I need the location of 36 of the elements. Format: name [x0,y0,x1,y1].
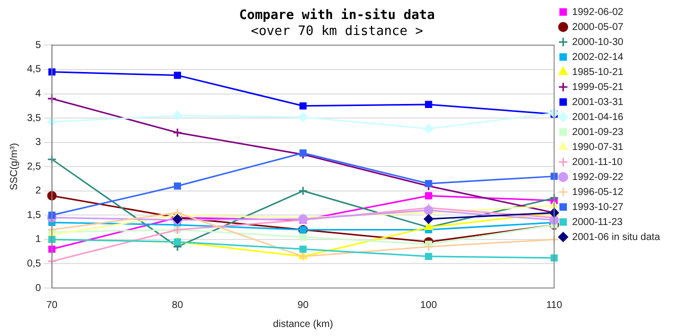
legend-label: 1999-05-21 [572,82,624,93]
legend-label: 2001-11-10 [572,156,624,168]
y-tick-label: 1 [35,234,42,246]
y-tick-label: 3,5 [26,112,42,124]
y-tick-label: 0 [35,282,42,294]
legend-label: 1990-07-31 [572,142,624,153]
x-tick-label: 100 [420,300,438,311]
x-axis-title: distance (km) [273,318,334,330]
legend-label: 2001-04-16 [572,112,624,123]
legend-label: 2000-10-30 [572,36,624,48]
y-tick-label: 1,5 [26,210,42,221]
legend-label: 2002-02-14 [572,52,624,63]
legend-label: 2000-05-07 [572,22,624,33]
legend-label: 2001-06 in situ data [572,232,660,243]
y-tick-label: 2,5 [26,161,42,172]
x-tick-label: 80 [172,300,184,311]
legend-label: 1985-10-21 [572,66,624,78]
y-tick-label: 5 [35,40,42,51]
x-tick-label: 90 [297,300,310,311]
x-tick-label: 110 [546,300,563,311]
legend-label: 1992-09-22 [572,172,624,183]
y-tick-label: 0,5 [26,258,42,270]
y-tick-label: 3 [35,137,42,148]
x-tick-label: 70 [46,300,58,311]
chart-subtitle: <over 70 km distance > [250,24,424,39]
legend-label: 2001-09-23 [572,126,624,138]
legend-label: 2000-11-23 [572,216,624,228]
legend-label: 2001-03-31 [572,96,624,108]
legend-label: 1993-10-27 [572,202,624,213]
y-tick-label: 4 [35,88,42,100]
chart-title: Compare with in-situ data [239,8,436,24]
y-axis-title: SSC(g/m³) [8,142,20,190]
legend-label: 1992-06-02 [572,6,624,18]
y-tick-label: 4,5 [26,64,42,76]
y-tick-label: 2 [35,186,42,197]
legend-label: 1996-05-12 [572,186,624,198]
